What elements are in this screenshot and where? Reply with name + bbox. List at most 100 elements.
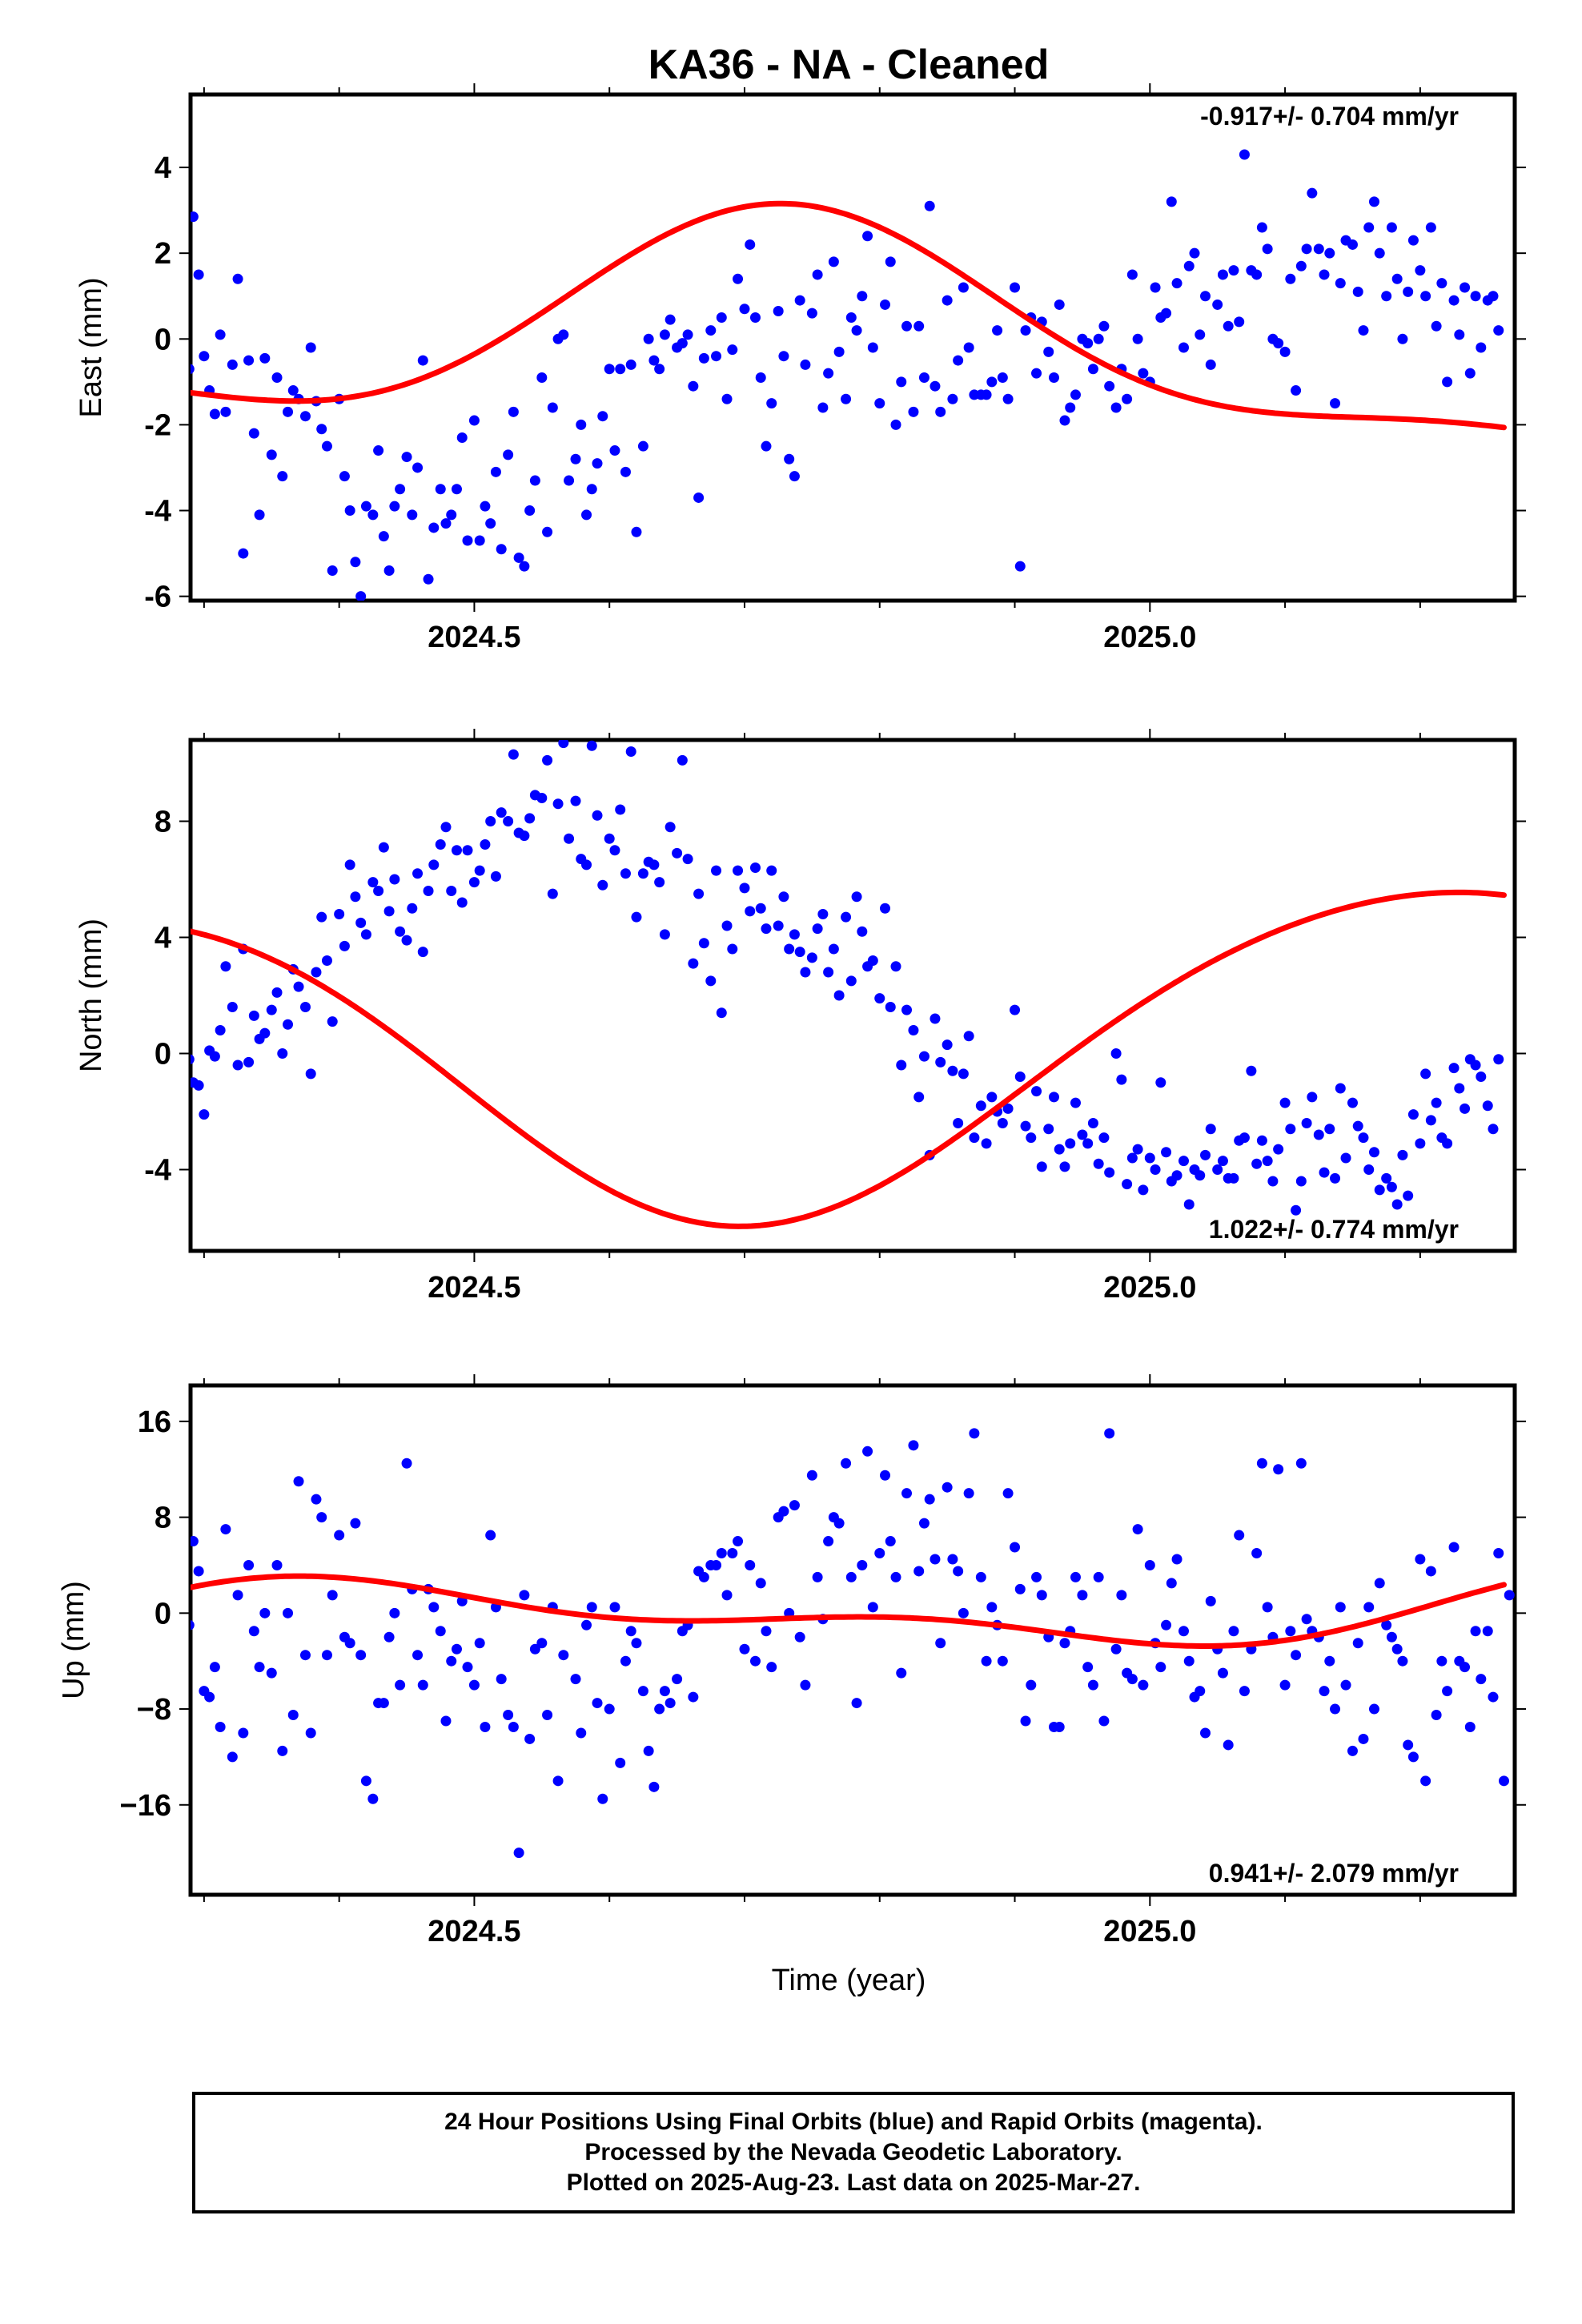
data-point xyxy=(1212,299,1223,310)
y-tick-label: −8 xyxy=(137,1693,171,1727)
data-point xyxy=(570,453,581,464)
data-point xyxy=(1171,278,1182,289)
data-point xyxy=(841,1458,852,1469)
data-point xyxy=(547,402,558,413)
data-point xyxy=(1036,1590,1047,1601)
data-point xyxy=(705,975,717,987)
data-point xyxy=(1425,1115,1436,1126)
data-point xyxy=(1381,291,1392,302)
data-point xyxy=(1391,1643,1403,1655)
data-point xyxy=(778,1506,789,1517)
data-point xyxy=(462,845,473,856)
data-point xyxy=(1054,299,1065,310)
data-point xyxy=(1340,1152,1351,1164)
data-point xyxy=(896,1059,907,1071)
data-point xyxy=(841,393,852,404)
data-point xyxy=(1026,1679,1037,1691)
data-point xyxy=(1454,1083,1465,1094)
data-point xyxy=(1488,1124,1499,1135)
data-point xyxy=(1295,260,1307,271)
data-point xyxy=(953,1118,964,1128)
data-point xyxy=(890,1571,901,1582)
data-point xyxy=(789,1500,800,1511)
data-point xyxy=(401,452,412,463)
data-point xyxy=(745,906,756,917)
data-point xyxy=(395,926,406,937)
data-point xyxy=(1217,269,1228,280)
data-point xyxy=(867,955,878,966)
data-point xyxy=(1093,333,1104,344)
data-point xyxy=(238,1727,249,1739)
data-point xyxy=(749,1655,761,1667)
data-point xyxy=(1087,1118,1098,1128)
data-point xyxy=(947,1065,958,1076)
data-point xyxy=(570,1674,581,1685)
data-point xyxy=(496,544,507,555)
data-point xyxy=(542,1710,553,1721)
y-tick-label: -6 xyxy=(144,581,171,614)
data-point xyxy=(1239,1686,1250,1697)
data-point xyxy=(401,1458,412,1469)
data-point xyxy=(1374,1184,1385,1196)
data-point xyxy=(1082,338,1094,349)
data-point xyxy=(1104,1428,1115,1439)
data-point xyxy=(462,1662,473,1673)
data-point xyxy=(1110,1643,1122,1655)
data-point xyxy=(1368,196,1379,207)
data-point xyxy=(1374,247,1385,259)
data-point xyxy=(1448,295,1460,306)
data-point xyxy=(383,565,395,577)
data-point xyxy=(705,325,717,336)
data-point xyxy=(350,557,361,568)
data-point xyxy=(1407,1751,1419,1763)
data-point xyxy=(179,1005,189,1015)
data-point xyxy=(1498,1775,1509,1787)
data-point xyxy=(1239,149,1250,160)
data-point xyxy=(536,372,548,383)
data-point xyxy=(1460,282,1471,293)
data-point xyxy=(334,909,345,919)
data-point xyxy=(360,501,371,512)
data-point xyxy=(654,364,665,375)
data-point xyxy=(367,877,379,888)
data-point xyxy=(1150,282,1161,293)
data-point xyxy=(1043,346,1054,357)
data-point xyxy=(806,1470,817,1481)
data-point xyxy=(586,484,597,495)
data-point xyxy=(851,1698,862,1709)
data-point xyxy=(823,1536,834,1547)
data-point xyxy=(682,854,693,865)
data-point xyxy=(1295,1458,1307,1469)
data-point xyxy=(1065,1138,1076,1149)
data-point xyxy=(1363,222,1375,233)
data-point xyxy=(654,877,665,888)
data-point xyxy=(248,1010,259,1021)
data-point xyxy=(942,1482,953,1493)
data-point xyxy=(794,1631,805,1642)
x-tick-label: 2024.5 xyxy=(428,621,520,654)
data-point xyxy=(688,1691,699,1703)
data-point xyxy=(1200,1149,1211,1160)
data-point xyxy=(558,740,569,749)
data-point xyxy=(428,1602,440,1613)
data-point xyxy=(648,355,660,366)
y-tick-label: 0 xyxy=(155,1597,171,1630)
data-point xyxy=(942,295,953,306)
data-point xyxy=(969,1428,980,1439)
data-point xyxy=(1070,1571,1081,1582)
data-point xyxy=(1116,1074,1127,1085)
data-point xyxy=(1291,385,1302,396)
data-point xyxy=(1010,282,1021,293)
data-point xyxy=(901,320,913,332)
data-point xyxy=(958,282,969,293)
data-point xyxy=(828,256,839,267)
data-point xyxy=(191,1054,195,1065)
data-point xyxy=(620,1655,631,1667)
data-point xyxy=(480,839,491,850)
footer-line-3: Plotted on 2025-Aug-23. Last data on 202… xyxy=(566,2169,1141,2196)
data-point xyxy=(1026,1132,1037,1144)
data-point xyxy=(665,314,676,325)
y-tick-label: 0 xyxy=(155,323,171,356)
data-point xyxy=(1470,1059,1481,1071)
